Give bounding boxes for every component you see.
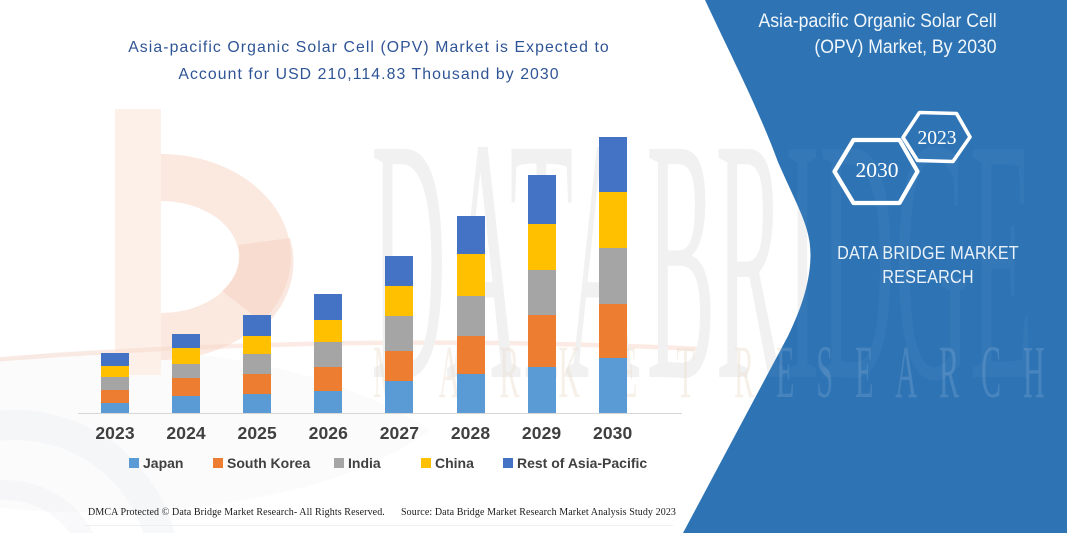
chart-title-line2: Account for USD 210,114.83 Thousand by 2… [178,66,560,83]
bar-segment-2030-South Korea [598,303,627,358]
brand-line2: RESEARCH [882,266,974,287]
legend-label-Rest of Asia-Pacific: Rest of Asia-Pacific [517,455,648,471]
watermark-word-market: MARKET [373,331,734,414]
legend-label-China: China [435,455,474,471]
bar-segment-2028-Japan [456,373,485,413]
brand-name: DATA BRIDGE MARKET RESEARCH [802,242,1054,289]
bar-segment-2028-India [456,295,485,336]
bar-segment-2024-Japan [172,396,201,413]
bar-segment-2024-India [172,363,201,378]
bar-segment-2023-South Korea [101,390,129,403]
brand-line1: DATA BRIDGE MARKET [837,243,1019,263]
legend-swatch-Rest of Asia-Pacific [503,458,513,468]
hexagon-2023-label: 2023 [917,128,957,149]
x-axis-label-2028: 2028 [450,423,491,443]
x-axis-label-2029: 2029 [521,423,562,443]
legend-item-South Korea: South Korea [213,455,311,471]
stacked-bar-2029 [527,174,556,413]
bar-segment-2028-Rest of Asia-Pacific [456,215,485,254]
bar-segment-2025-Japan [243,393,272,413]
bar-segment-2026-Japan [314,390,343,413]
bar-segment-2027-Japan [385,380,414,413]
legend-swatch-South Korea [213,458,223,468]
bar-segment-2029-China [527,223,556,271]
bar-segment-2027-India [385,316,414,351]
stacked-bar-2027 [385,255,414,413]
hexagon-2030 [832,137,920,206]
x-axis-label-2030: 2030 [593,423,633,443]
panel-heading: Asia-pacific Organic Solar Cell (OPV) Ma… [759,9,997,60]
dbmr-logo-watermark [0,109,701,375]
legend-item-China: China [421,455,474,471]
bar-segment-2024-Rest of Asia-Pacific [172,333,201,348]
footer-source: Source: Data Bridge Market Research Mark… [401,507,677,518]
legend-item-India: India [334,455,381,471]
legend-item-Rest of Asia-Pacific: Rest of Asia-Pacific [503,455,648,471]
bar-segment-2023-India [101,377,129,391]
stacked-bar-2030 [598,137,627,413]
hexagon-2023 [901,110,972,164]
panel-ghost-row2-text: MARKET RESEARCH [373,331,1067,414]
bar-segment-2029-Japan [527,366,556,413]
legend-item-Japan: Japan [129,455,184,471]
x-axis-label-2025: 2025 [237,423,277,443]
stacked-bar-2024 [172,333,201,413]
watermark-word-research: RESEARCH [734,331,1067,414]
gray-ring-small [0,480,94,533]
bar-segment-2025-South Korea [243,374,272,394]
bar-segment-2027-South Korea [385,350,414,381]
stacked-bar-2028 [456,215,485,413]
bar-segment-2026-Rest of Asia-Pacific [314,294,343,321]
legend-swatch-China [421,458,431,468]
bar-segment-2030-China [598,191,627,248]
chart-title-line1: Asia-pacific Organic Solar Cell (OPV) Ma… [128,39,610,56]
bar-segment-2023-China [101,365,129,378]
x-axis-label-2027: 2027 [379,423,420,443]
bar-segment-2023-Rest of Asia-Pacific [101,353,129,366]
bar-segment-2024-China [172,347,201,364]
bar-segment-2030-Rest of Asia-Pacific [598,137,627,192]
x-axis-line [78,413,682,414]
hexagon-2030-label: 2030 [855,158,899,182]
bar-segment-2029-Rest of Asia-Pacific [527,174,556,224]
footer-dmca: DMCA Protected © Data Bridge Market Rese… [88,507,385,518]
bar-segment-2025-China [243,335,272,354]
bar-segment-2027-Rest of Asia-Pacific [385,255,414,286]
bar-segment-2029-India [527,270,556,316]
stacked-bar-2026 [314,294,343,413]
x-axis-label-2026: 2026 [308,423,348,443]
gray-ring-large [0,410,175,533]
bar-segment-2027-China [385,285,414,317]
stacked-bar-2023 [101,353,129,413]
bar-segment-2025-India [243,353,272,375]
bar-segment-2028-China [456,253,485,296]
bar-segment-2024-South Korea [172,377,201,397]
bar-segment-2028-South Korea [456,335,485,374]
legend-swatch-India [334,458,344,468]
legend-label-India: India [348,455,381,471]
bar-segment-2025-Rest of Asia-Pacific [243,315,272,336]
stacked-bar-2025 [243,315,272,413]
bar-segment-2030-Japan [598,357,627,413]
bar-segment-2029-South Korea [527,315,556,367]
x-axis-label-2023: 2023 [95,423,135,443]
bar-segment-2023-Japan [101,402,129,413]
legend-label-Japan: Japan [143,455,184,471]
panel-heading-line1: Asia-pacific Organic Solar Cell [758,10,997,32]
footer-divider [85,525,673,526]
chart-title: Asia-pacific Organic Solar Cell (OPV) Ma… [59,34,679,88]
legend-swatch-Japan [129,458,139,468]
legend-label-South Korea: South Korea [227,455,311,471]
bar-segment-2026-India [314,341,343,368]
bar-segment-2030-India [598,247,627,304]
x-axis-label-2024: 2024 [166,423,206,443]
panel-heading-line2: (OPV) Market, By 2030 [814,35,997,58]
bar-segment-2026-South Korea [314,367,343,391]
bar-segment-2026-China [314,320,343,342]
blue-panel-shape [683,0,1067,533]
